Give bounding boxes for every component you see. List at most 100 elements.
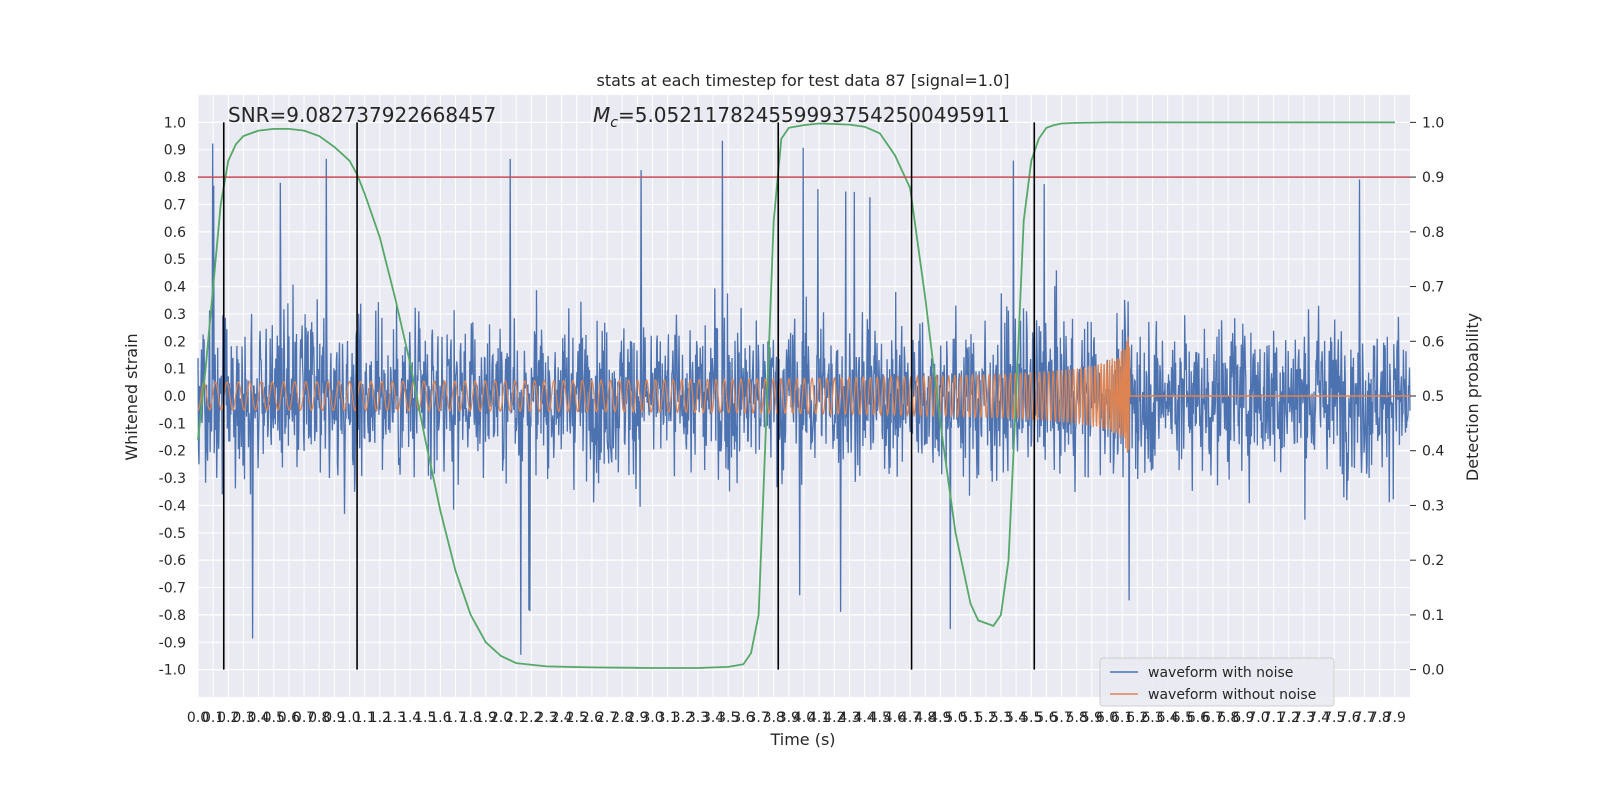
y-tick-label: 0.2 bbox=[164, 334, 186, 350]
x-tick-label: 4.9 bbox=[929, 710, 951, 726]
series-waveform-with-noise bbox=[197, 140, 1411, 655]
y-right-tick-label: 0.7 bbox=[1422, 280, 1444, 296]
noise-line bbox=[197, 140, 1411, 655]
y-right-tick-label: 0.2 bbox=[1422, 553, 1444, 569]
x-tick-label: 5.1 bbox=[960, 710, 982, 726]
x-tick-label: 6.2 bbox=[1126, 710, 1148, 726]
x-tick-label: 3.1 bbox=[657, 710, 679, 726]
x-tick-label: 7.2 bbox=[1278, 710, 1300, 726]
x-tick-label: 1.2 bbox=[369, 710, 391, 726]
x-tick-label: 7.3 bbox=[1293, 710, 1315, 726]
x-tick-label: 5.6 bbox=[1035, 710, 1057, 726]
chirp-line bbox=[197, 336, 1411, 453]
y-right-tick-label: 0.6 bbox=[1422, 334, 1444, 350]
series-detection-probability bbox=[197, 121, 1395, 669]
y-tick-label: -0.1 bbox=[159, 416, 186, 432]
x-tick-label: 1.9 bbox=[475, 710, 497, 726]
x-tick-label: 4.0 bbox=[793, 710, 815, 726]
x-tick-label: 7.1 bbox=[1263, 710, 1285, 726]
x-tick-label: 0.9 bbox=[323, 710, 345, 726]
y-tick-label: 0.7 bbox=[164, 197, 186, 213]
x-tick-label: 7.5 bbox=[1323, 710, 1345, 726]
chart-title: stats at each timestep for test data 87 … bbox=[597, 71, 1010, 90]
y-right-tick-label: 0.1 bbox=[1422, 608, 1444, 624]
x-tick-label: 5.7 bbox=[1050, 710, 1072, 726]
x-tick-label: 5.5 bbox=[1020, 710, 1042, 726]
annotation-mc-sub: c bbox=[610, 115, 618, 131]
x-tick-label: 7.0 bbox=[1247, 710, 1269, 726]
x-tick-label: 1.5 bbox=[414, 710, 436, 726]
x-tick-label: 2.7 bbox=[596, 710, 618, 726]
y-right-tick-label: 0.4 bbox=[1422, 444, 1444, 460]
y-tick-label: -0.8 bbox=[159, 608, 186, 624]
x-tick-label: 6.6 bbox=[1187, 710, 1209, 726]
x-tick-label: 2.8 bbox=[611, 710, 633, 726]
y-tick-label: 0.4 bbox=[164, 280, 186, 296]
x-tick-label: 6.5 bbox=[1172, 710, 1194, 726]
probability-line bbox=[197, 121, 1395, 669]
x-tick-label: 3.0 bbox=[641, 710, 663, 726]
y-tick-label: -1.0 bbox=[159, 663, 186, 679]
x-tick-label: 0.3 bbox=[232, 710, 254, 726]
x-tick-label: 6.7 bbox=[1202, 710, 1224, 726]
x-tick-label: 4.3 bbox=[838, 710, 860, 726]
legend-box bbox=[1099, 657, 1335, 707]
x-tick-label: 1.1 bbox=[354, 710, 376, 726]
legend-label-clean: waveform without noise bbox=[1148, 687, 1316, 703]
y-right-tick-label: 0.8 bbox=[1422, 225, 1444, 241]
y-right-tick-label: 0.5 bbox=[1422, 389, 1444, 405]
y-tick-label: -0.4 bbox=[159, 498, 186, 514]
x-tick-label: 6.1 bbox=[1111, 710, 1133, 726]
x-tick-label: 0.4 bbox=[247, 710, 269, 726]
y-right-axis-label: Detection probability bbox=[1463, 313, 1482, 481]
x-tick-label: 3.3 bbox=[687, 710, 709, 726]
x-tick-label: 4.5 bbox=[869, 710, 891, 726]
x-tick-label: 1.3 bbox=[384, 710, 406, 726]
x-tick-label: 3.8 bbox=[763, 710, 785, 726]
x-tick-label: 7.7 bbox=[1353, 710, 1375, 726]
x-tick-label: 1.7 bbox=[444, 710, 466, 726]
x-tick-label: 3.2 bbox=[672, 710, 694, 726]
x-tick-label: 3.5 bbox=[717, 710, 739, 726]
x-tick-label: 4.2 bbox=[823, 710, 845, 726]
legend: waveform with noise waveform without noi… bbox=[1099, 657, 1335, 707]
y-tick-label: 0.1 bbox=[164, 362, 186, 378]
y-right-tick-label: 0.9 bbox=[1422, 170, 1444, 186]
y-tick-label: -0.6 bbox=[159, 553, 186, 569]
y-tick-label: 0.6 bbox=[164, 225, 186, 241]
x-tick-label: 5.0 bbox=[944, 710, 966, 726]
y-tick-label: 0.0 bbox=[164, 389, 186, 405]
y-tick-label: -0.7 bbox=[159, 581, 186, 597]
y-right-tick-label: 0.0 bbox=[1422, 663, 1444, 679]
x-tick-label: 1.8 bbox=[460, 710, 482, 726]
x-tick-label: 3.9 bbox=[778, 710, 800, 726]
x-tick-label: 2.6 bbox=[581, 710, 603, 726]
x-tick-label: 7.8 bbox=[1369, 710, 1391, 726]
annotation-mc-value: =5.0521178245599937542500495911 bbox=[618, 103, 1010, 127]
x-tick-label: 5.8 bbox=[1066, 710, 1088, 726]
y-axis-ticks: -1.0 -0.9 -0.8 -0.7 -0.6 -0.5 -0.4 -0.3 -0.2 -0.1… bbox=[159, 115, 186, 678]
x-tick-label: 3.7 bbox=[747, 710, 769, 726]
x-tick-label: 2.9 bbox=[626, 710, 648, 726]
x-tick-label: 6.4 bbox=[1156, 710, 1178, 726]
x-tick-label: 0.8 bbox=[308, 710, 330, 726]
x-tick-label: 6.3 bbox=[1141, 710, 1163, 726]
y-tick-label: 0.3 bbox=[164, 307, 186, 323]
event-lines bbox=[222, 122, 1036, 670]
annotation-chirp-mass: Mc=5.0521178245599937542500495911 bbox=[593, 103, 1010, 131]
x-tick-label: 7.4 bbox=[1308, 710, 1330, 726]
x-tick-label: 2.4 bbox=[550, 710, 572, 726]
y-axis-label: Whitened strain bbox=[122, 333, 141, 460]
x-tick-label: 7.9 bbox=[1384, 710, 1406, 726]
y-tick-label: 0.5 bbox=[164, 252, 186, 268]
x-tick-label: 6.0 bbox=[1096, 710, 1118, 726]
x-tick-label: 4.1 bbox=[808, 710, 830, 726]
x-tick-label: 0.0 bbox=[187, 710, 209, 726]
x-tick-label: 2.3 bbox=[535, 710, 557, 726]
x-tick-label: 2.5 bbox=[566, 710, 588, 726]
x-tick-label: 4.8 bbox=[914, 710, 936, 726]
x-tick-label: 7.6 bbox=[1338, 710, 1360, 726]
annotation-snr: SNR=9.082737922668457 bbox=[228, 103, 496, 127]
x-tick-label: 4.4 bbox=[853, 710, 875, 726]
x-tick-label: 5.4 bbox=[1005, 710, 1027, 726]
